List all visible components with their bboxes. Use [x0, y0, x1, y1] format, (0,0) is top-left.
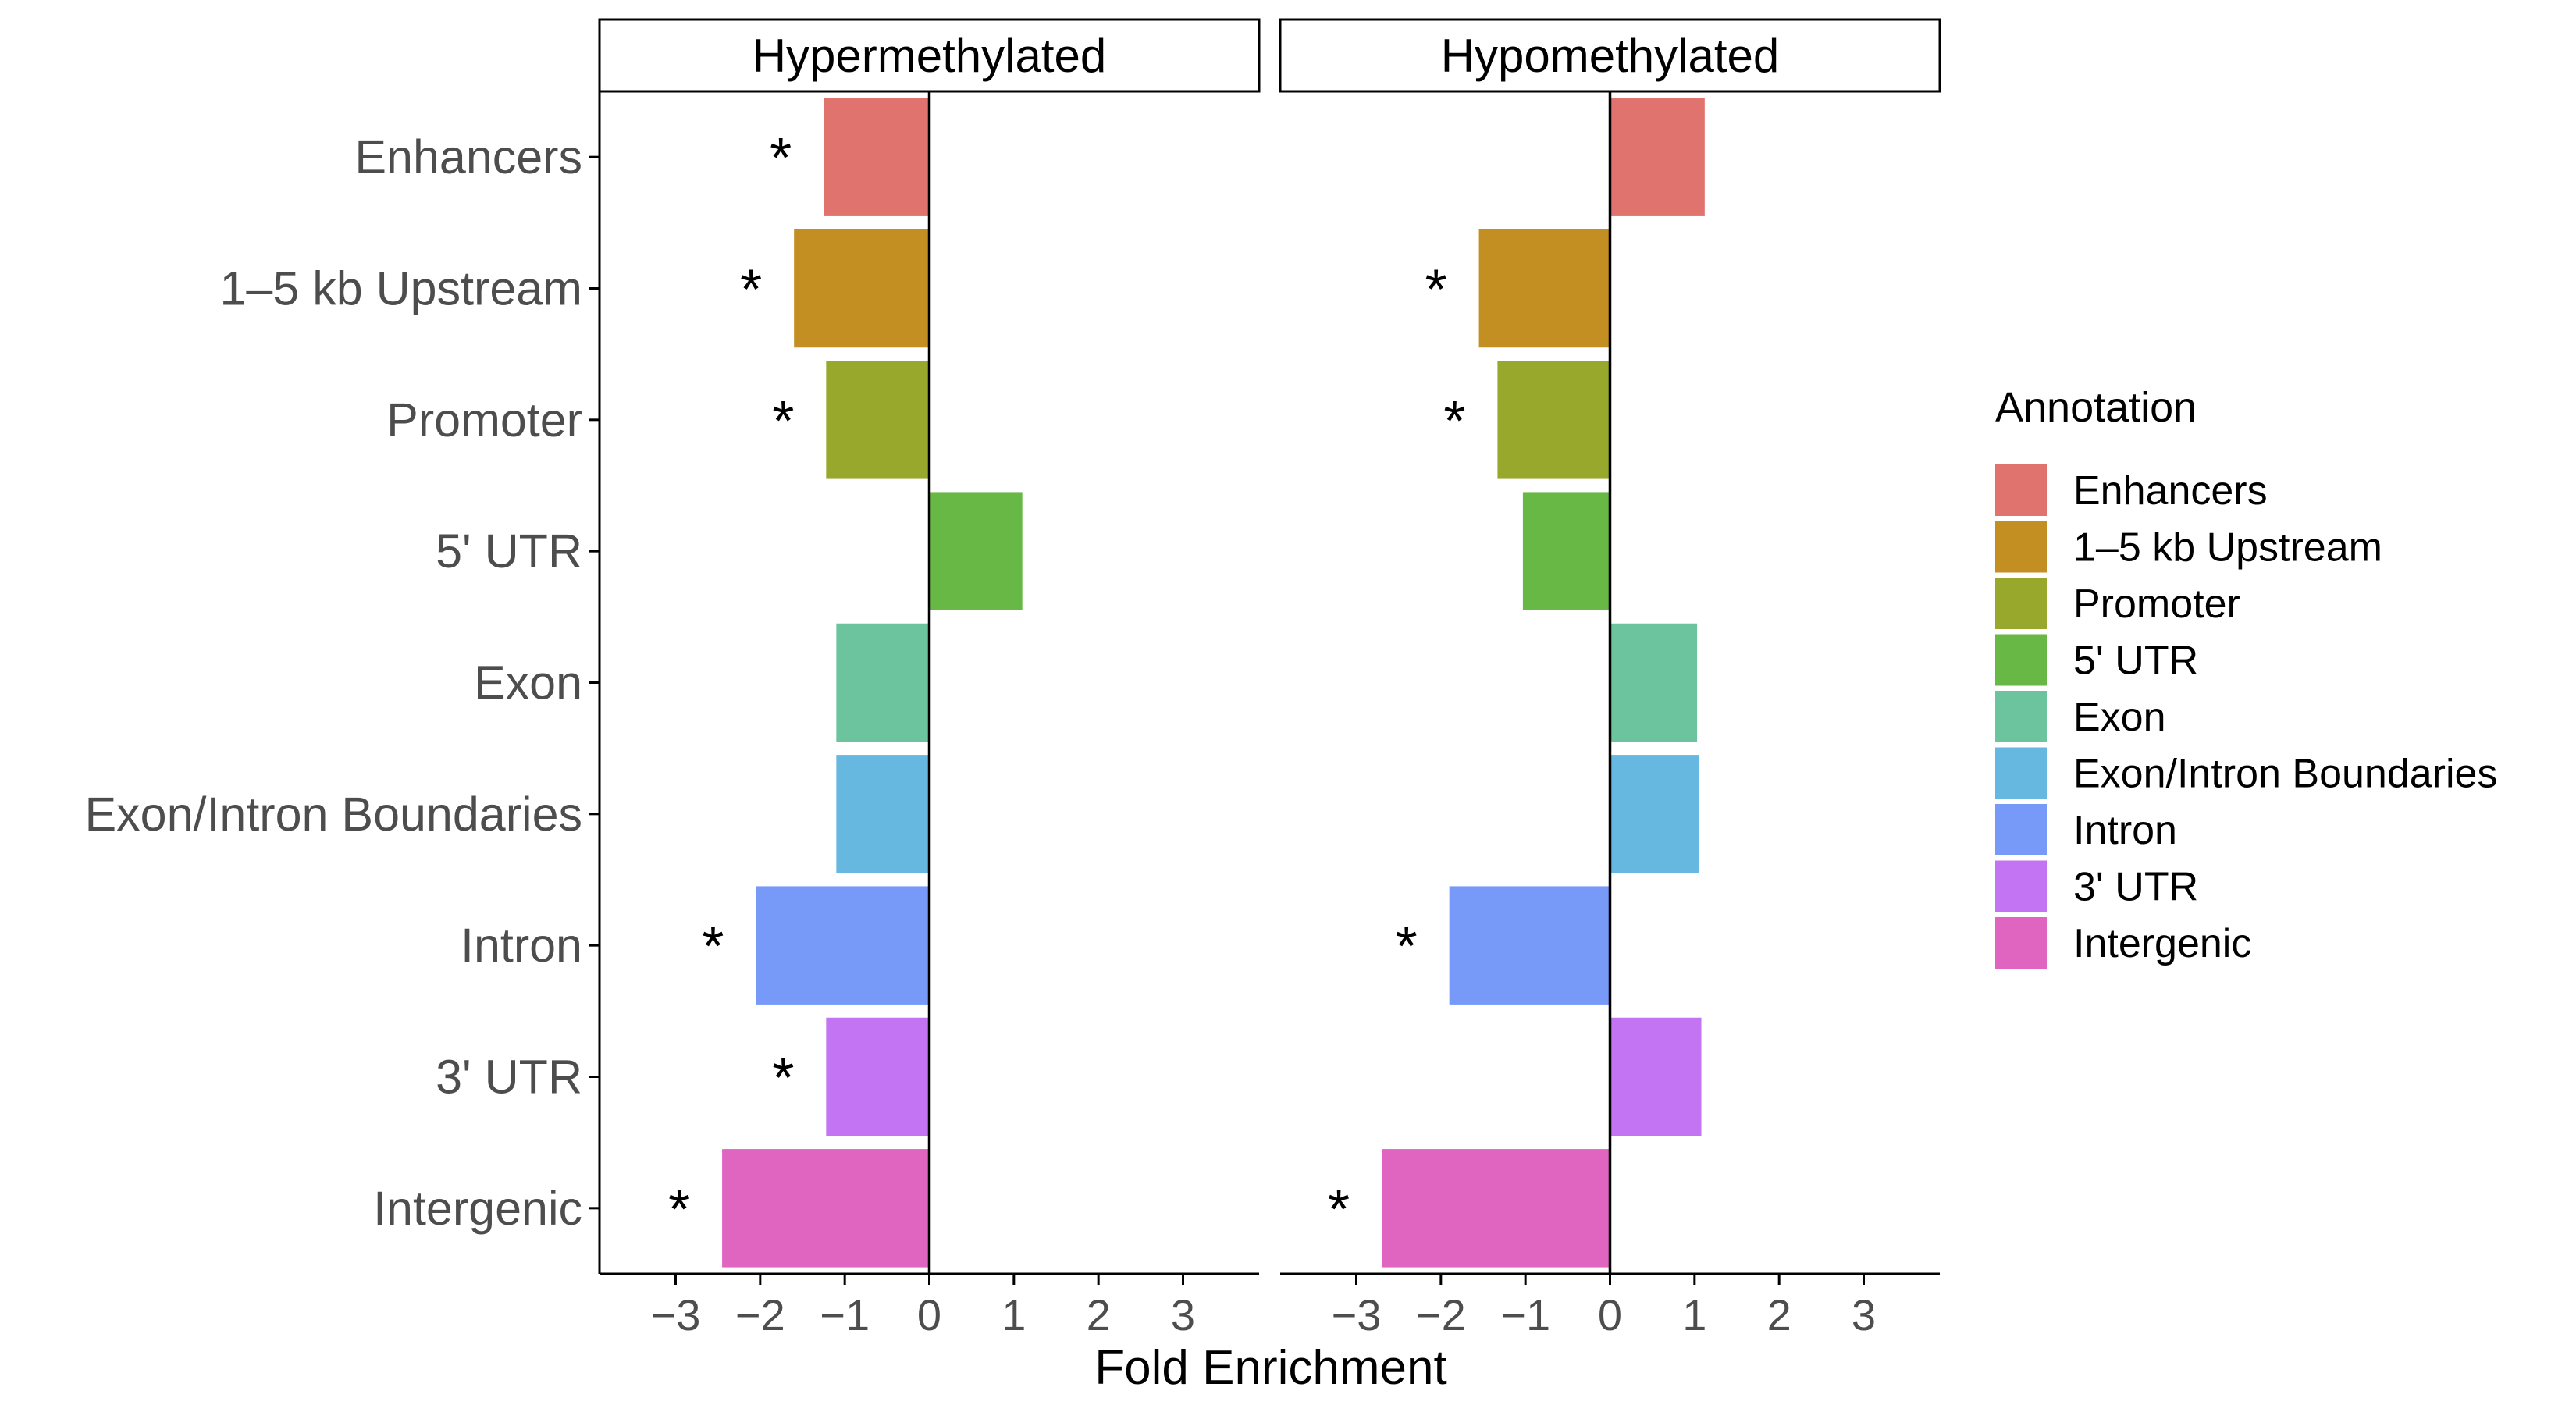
- legend-label: 1–5 kb Upstream: [2073, 525, 2382, 571]
- significance-star: *: [1328, 1179, 1350, 1241]
- legend-label: Intron: [2073, 808, 2177, 853]
- legend-swatch: [1995, 917, 2047, 969]
- bar-6: [756, 886, 930, 1005]
- category-label: 3' UTR: [436, 1051, 582, 1104]
- category-label: Exon: [474, 656, 582, 710]
- category-label: 5' UTR: [436, 525, 582, 578]
- x-axis-title: Fold Enrichment: [1094, 1341, 1446, 1395]
- x-tick-label: −3: [1332, 1290, 1382, 1339]
- significance-star: *: [668, 1179, 690, 1241]
- legend-label: Exon/Intron Boundaries: [2073, 752, 2497, 797]
- significance-star: *: [1443, 390, 1465, 453]
- category-label: 1–5 kb Upstream: [220, 262, 583, 315]
- bar-0: [1610, 98, 1705, 216]
- bar-4: [836, 623, 930, 742]
- category-label: Intron: [461, 919, 582, 972]
- x-tick-label: 1: [1002, 1290, 1026, 1339]
- legend-label: Intergenic: [2073, 921, 2251, 966]
- bar-8: [722, 1149, 930, 1268]
- legend-label: 3' UTR: [2073, 865, 2198, 910]
- facet-panel-hypomethylated: Hypomethylated * * * * −3 −2 −1 0 1 2 3: [1279, 18, 1941, 1339]
- x-tick-label: 2: [1767, 1290, 1791, 1339]
- significance-star: *: [1396, 916, 1418, 978]
- category-axis: Enhancers 1–5 kb Upstream Promoter 5' UTR Ex…: [84, 130, 600, 1235]
- significance-star: *: [1425, 259, 1447, 322]
- bar-2: [1497, 361, 1610, 479]
- facet-strip-label: Hypermethylated: [753, 30, 1107, 82]
- bar-8: [1382, 1149, 1610, 1268]
- x-tick-label: 0: [917, 1290, 941, 1339]
- legend-label: Promoter: [2073, 582, 2240, 627]
- category-label: Promoter: [386, 393, 582, 446]
- legend-swatch: [1995, 747, 2047, 799]
- x-tick-label: −1: [820, 1290, 870, 1339]
- category-label: Exon/Intron Boundaries: [84, 788, 582, 841]
- legend-label: Enhancers: [2073, 468, 2268, 514]
- significance-star: *: [772, 390, 794, 453]
- legend-swatch: [1995, 804, 2047, 855]
- x-tick-label: 3: [1852, 1290, 1876, 1339]
- x-tick-label: 0: [1598, 1290, 1622, 1339]
- facets-layer: Hypermethylated******−3 −2 −1 0 1 2 3Hypomethy…: [598, 18, 1941, 1339]
- legend-swatch: [1995, 691, 2047, 742]
- facet-strip: [1279, 18, 1941, 93]
- significance-star: *: [772, 1048, 794, 1110]
- x-tick-label: −2: [1416, 1290, 1466, 1339]
- x-tick-label: 2: [1087, 1290, 1111, 1339]
- legend-label: 5' UTR: [2073, 638, 2198, 684]
- x-tick-label: −2: [735, 1290, 785, 1339]
- category-label: Intergenic: [373, 1182, 582, 1235]
- bar-5: [836, 755, 930, 873]
- bar-1: [794, 229, 930, 348]
- facet-panel-hypermethylated: Hypermethylated * * * * * * −3 −2 −1 0 1 2 3: [598, 18, 1261, 1339]
- bar-7: [1610, 1017, 1702, 1136]
- bar-4: [1610, 623, 1698, 742]
- significance-star: *: [702, 916, 724, 978]
- bar-7: [826, 1017, 930, 1136]
- legend-title: Annotation: [1995, 384, 2197, 431]
- bar-0: [824, 98, 930, 216]
- facet-strip-label: Hypomethylated: [1441, 30, 1780, 82]
- legend-swatch: [1995, 521, 2047, 573]
- significance-star: *: [770, 127, 792, 190]
- bar-2: [826, 361, 930, 479]
- facet-strip: [598, 18, 1261, 93]
- x-tick-label: 3: [1171, 1290, 1195, 1339]
- legend-label: Exon: [2073, 695, 2166, 740]
- bar-3: [929, 492, 1023, 610]
- legend-swatch: [1995, 464, 2047, 516]
- x-tick-label: −3: [651, 1290, 701, 1339]
- bar-6: [1449, 886, 1610, 1005]
- significance-star: *: [740, 259, 762, 322]
- legend-swatch: [1995, 578, 2047, 629]
- bar-5: [1610, 755, 1699, 873]
- x-tick-label: −1: [1500, 1290, 1550, 1339]
- bar-3: [1522, 492, 1610, 610]
- bar-1: [1478, 229, 1610, 348]
- category-label: Enhancers: [354, 130, 582, 183]
- legend-swatch: [1995, 860, 2047, 912]
- legend: Annotation Enhancers 1–5 kb Upstream Promot…: [1995, 384, 2497, 969]
- legend-swatch: [1995, 634, 2047, 686]
- x-tick-label: 1: [1682, 1290, 1706, 1339]
